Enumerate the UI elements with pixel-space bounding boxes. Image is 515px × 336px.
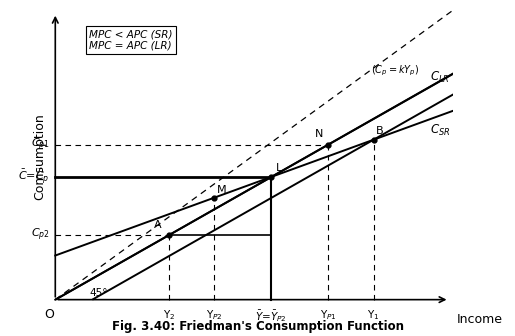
Text: Y$_{P2}$: Y$_{P2}$ — [206, 308, 223, 322]
Text: O: O — [45, 308, 55, 321]
Text: M: M — [217, 185, 227, 195]
Text: $C_{p2}$: $C_{p2}$ — [31, 227, 49, 243]
Text: Income: Income — [457, 313, 503, 327]
Text: Y$_2$: Y$_2$ — [163, 308, 175, 322]
Text: $C_{p1}$: $C_{p1}$ — [31, 136, 49, 153]
Text: $\bar{C}$=$\bar{C}_p$: $\bar{C}$=$\bar{C}_p$ — [18, 168, 49, 186]
Text: Fig. 3.40: Friedman's Consumption Function: Fig. 3.40: Friedman's Consumption Functi… — [112, 320, 403, 333]
Text: N: N — [315, 129, 323, 139]
Text: $C_{SR}$: $C_{SR}$ — [431, 123, 451, 138]
Text: L: L — [276, 163, 282, 173]
Text: MPC < APC (SR)
MPC = APC (LR): MPC < APC (SR) MPC = APC (LR) — [90, 29, 173, 51]
Text: $(C_p= kY_p)$: $(C_p= kY_p)$ — [371, 64, 419, 78]
Text: B: B — [375, 126, 383, 135]
Y-axis label: Comsumption: Comsumption — [33, 113, 46, 200]
Text: Y$_{P1}$: Y$_{P1}$ — [320, 308, 337, 322]
Text: $\bar{Y}$=$\bar{Y}_{P2}$: $\bar{Y}$=$\bar{Y}_{P2}$ — [255, 308, 287, 324]
Text: A: A — [154, 220, 161, 229]
Text: 45°: 45° — [90, 288, 108, 297]
Text: Y$_1$: Y$_1$ — [367, 308, 380, 322]
Text: $C_{LR}$: $C_{LR}$ — [431, 70, 450, 85]
